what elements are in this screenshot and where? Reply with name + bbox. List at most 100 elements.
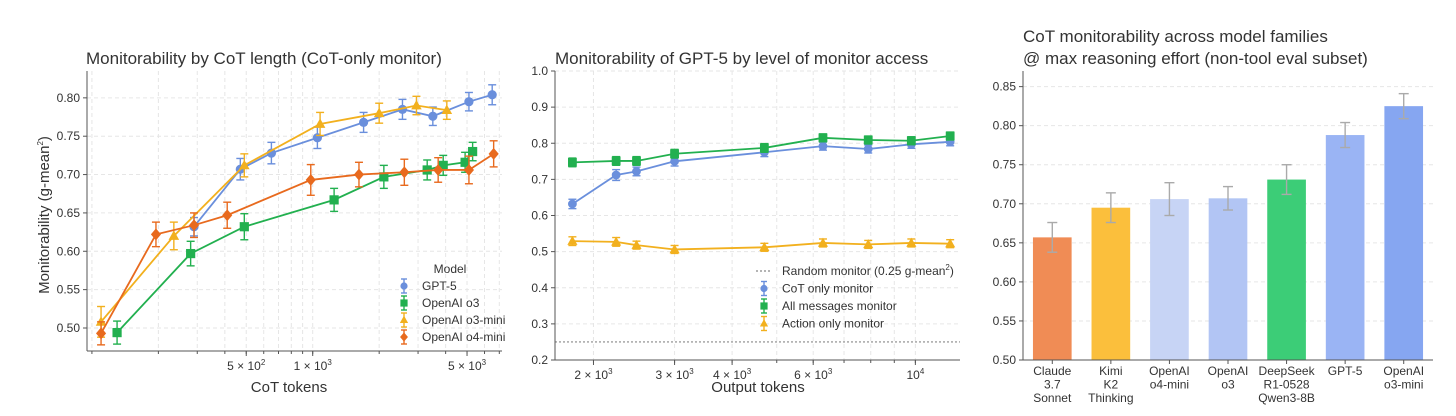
legend-label-openai-o4-mini: OpenAI o4-mini (422, 330, 505, 344)
data-point (759, 242, 770, 252)
y-tick-label: 0.9 (531, 100, 548, 114)
data-point (438, 160, 448, 170)
axes (83, 71, 502, 356)
legend-label-random-monitor: Random monitor (0.25 g-mean2) (782, 263, 954, 278)
y-tick-label: 0.60 (57, 244, 81, 258)
error-bar (1398, 92, 1409, 120)
error-bar (1164, 181, 1175, 217)
chart-title-model-families: CoT monitorability across model families (1023, 27, 1328, 46)
series-openai-o3-mini (95, 95, 453, 338)
series-action-only-monitor (567, 235, 956, 255)
y-tick-label: 1.0 (531, 64, 548, 78)
y-tick-label: 0.65 (993, 236, 1017, 250)
data-point (611, 156, 621, 166)
y-tick-label: 0.75 (57, 129, 81, 143)
data-point (112, 327, 122, 338)
data-point (945, 238, 956, 248)
y-tick-label: 0.80 (993, 119, 1017, 133)
legend-swatch-openai-o3-mini (399, 315, 409, 324)
y-tick-label: 0.4 (531, 281, 548, 295)
legend: Random monitor (0.25 g-mean2) CoT only mo… (756, 263, 954, 332)
legend-swatch-action-only-monitor (759, 319, 769, 327)
x-tick-label: 2 × 103 (574, 367, 613, 382)
bar-deepseek-r1-0528-qwen3-8b (1267, 179, 1306, 360)
data-point (239, 222, 249, 232)
data-point (239, 159, 250, 170)
data-point (379, 172, 389, 182)
x-tick-label-openai-o4-mini: OpenAI o4-mini (1149, 364, 1190, 392)
data-point (464, 97, 474, 107)
y-tick-label: 0.55 (57, 283, 81, 297)
data-point (567, 235, 578, 245)
data-point (222, 209, 233, 222)
chart-title-cot-length: Monitorability by CoT length (CoT-only m… (86, 49, 442, 68)
data-point (568, 157, 577, 167)
series-all-messages-monitor (568, 131, 955, 168)
x-tick-label: 3 × 103 (655, 367, 694, 382)
y-tick-label: 0.50 (57, 321, 81, 335)
x-tick-label-kimi-k2-thinking: Kimi K2 Thinking (1088, 364, 1133, 405)
y-tick-label: 0.80 (57, 91, 81, 105)
data-point (632, 167, 641, 176)
y-tick-label: 0.50 (993, 353, 1017, 367)
panel-monitor-access: Monitorability of GPT-5 by level of moni… (531, 49, 960, 396)
data-point (358, 117, 369, 127)
x-tick-label: 6 × 103 (794, 367, 833, 382)
y-tick-label: 0.2 (531, 353, 548, 367)
legend-swatch-all-messages-monitor (760, 302, 768, 310)
y-tick-label: 0.5 (531, 245, 548, 259)
data-point (188, 219, 200, 232)
x-tick-label: 5 × 102 (227, 358, 266, 373)
legend-label-openai-o3: OpenAI o3 (422, 296, 480, 310)
data-point (468, 146, 478, 157)
panel-cot-length: Monitorability by CoT length (CoT-only m… (36, 49, 505, 396)
data-point (906, 136, 916, 146)
data-point (631, 239, 642, 249)
data-point (487, 90, 497, 100)
axes (551, 70, 960, 365)
data-point (611, 170, 621, 180)
x-axis-label: CoT tokens (251, 379, 327, 396)
data-point (568, 199, 577, 209)
data-point (759, 143, 769, 153)
x-tick-label-claude-3-7-sonnet: Claude 3.7 Sonnet (1033, 364, 1072, 405)
data-point (817, 237, 829, 247)
x-tick-label: 4 × 103 (713, 367, 752, 382)
data-point (399, 166, 410, 179)
x-tick-label-gpt-5: GPT-5 (1328, 364, 1363, 378)
x-tick-label: 1 × 103 (294, 358, 333, 373)
data-point (670, 156, 679, 166)
data-point (818, 141, 828, 151)
bar-openai-o3-mini (1384, 106, 1424, 360)
legend-swatch-gpt-5 (400, 282, 408, 290)
legend-label-action-only-monitor: Action only monitor (782, 317, 884, 331)
series-line-openai-o4-mini (100, 153, 495, 334)
x-tick-label-openai-o3-mini: OpenAI o3-mini (1383, 364, 1424, 392)
y-tick-label: 0.3 (531, 317, 548, 331)
data-point (95, 327, 107, 340)
data-point (373, 107, 385, 118)
y-tick-label: 0.65 (57, 206, 81, 220)
error-bar (1340, 121, 1351, 149)
bar-openai-o3 (1208, 198, 1248, 360)
bar-group (1032, 92, 1424, 360)
y-tick-label: 0.60 (993, 275, 1017, 289)
x-tick-label-deepseek-r1-0528-qwen3-8b: DeepSeek R1-0528 Qwen3-8B (1258, 364, 1315, 405)
data-point (463, 163, 474, 176)
series-group (567, 131, 956, 255)
data-point (632, 156, 641, 166)
y-tick-label: 0.7 (531, 172, 548, 186)
bar-kimi-k2-thinking (1091, 207, 1131, 360)
bar-claude-3-7-sonnet (1032, 237, 1072, 360)
error-bar (1105, 192, 1116, 224)
error-bar (1047, 221, 1058, 253)
data-point (150, 228, 162, 241)
data-point (433, 163, 444, 176)
legend-swatch-openai-o4-mini (400, 332, 408, 342)
chart-subtitle-model-families: @ max reasoning effort (non-tool eval su… (1023, 49, 1368, 68)
legend-label-gpt-5: GPT-5 (422, 279, 457, 293)
data-point (488, 147, 499, 160)
data-point (863, 144, 873, 154)
bar-openai-o4-mini (1150, 199, 1189, 360)
